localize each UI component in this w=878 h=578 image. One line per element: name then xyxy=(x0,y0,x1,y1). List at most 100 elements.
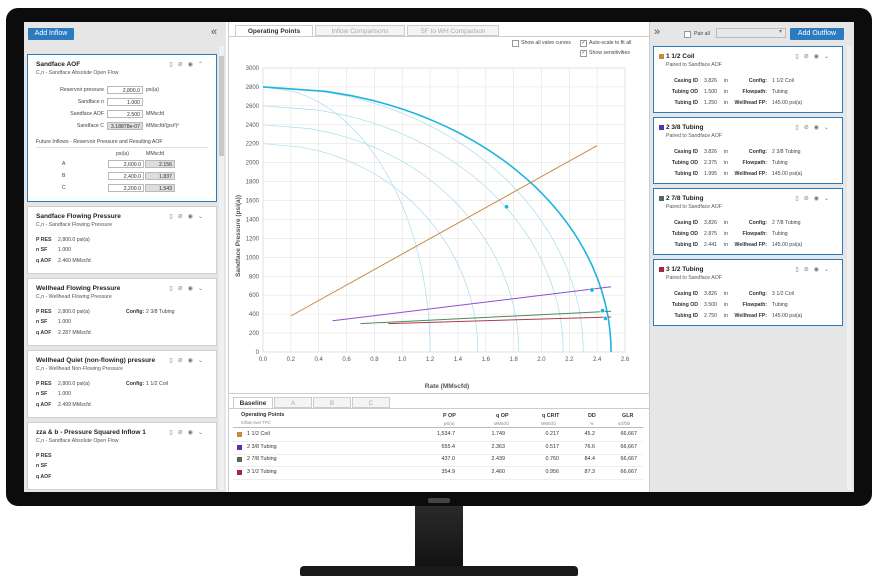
copy-icon[interactable]: ▯ xyxy=(795,125,804,131)
add-inflow-button[interactable]: Add Inflow xyxy=(28,28,74,40)
copy-icon[interactable]: ▯ xyxy=(795,267,804,273)
wellhead-fp-value: 145.00 psi(a) xyxy=(772,171,803,177)
pair-all-dropdown[interactable]: ▾ xyxy=(716,28,786,38)
copy-icon[interactable]: ▯ xyxy=(169,214,178,220)
copy-icon[interactable]: ▯ xyxy=(795,54,804,60)
expand-down-icon[interactable]: ⌄ xyxy=(197,286,208,292)
eye-icon[interactable]: ◉ xyxy=(187,430,198,436)
link-icon[interactable]: ⊘ xyxy=(177,430,188,436)
eye-icon[interactable]: ◉ xyxy=(187,286,198,292)
link-icon[interactable]: ⊘ xyxy=(177,62,188,68)
link-icon[interactable]: ⊘ xyxy=(803,54,814,60)
outflow-card[interactable]: 1 1/2 Coil Paired to Sandface AOF ▯⊘◉⌄ Casi… xyxy=(653,46,843,113)
eye-icon[interactable]: ◉ xyxy=(813,125,824,131)
operating-points-chart[interactable]: 0.0 0.2 0.4 0.6 0.8 1.0 1.2 1.4 1.6 1.8 2.0 2.2 2.4 2… xyxy=(229,56,649,392)
y-tick-label: 1200 xyxy=(246,236,260,242)
table-row[interactable]: 3 1/2 Tubing 354.9 2.460 0.956 87.3 66,667 xyxy=(233,467,643,480)
future-row-c-pressure[interactable]: 2,200.0 xyxy=(108,184,144,192)
table-row[interactable]: 2 3/8 Tubing 655.4 2.363 0.517 76.6 66,667 xyxy=(233,442,643,455)
expand-down-icon[interactable]: ⌄ xyxy=(823,267,834,273)
inflow-card-sandface-flowing[interactable]: Sandface Flowing Pressure C,n - Sandface… xyxy=(27,206,217,274)
table-row[interactable]: 1 1/2 Coil 1,534.7 1.749 0.217 45.2 66,667 xyxy=(233,429,643,442)
link-icon[interactable]: ⊘ xyxy=(803,267,814,273)
expand-down-icon[interactable]: ⌄ xyxy=(197,430,208,436)
expand-down-icon[interactable]: ⌄ xyxy=(823,125,834,131)
outflow-scrollbar[interactable] xyxy=(847,46,852,490)
col-sub-operating-points: Inflow over TPC xyxy=(241,420,271,425)
sandface-aof-unit: MMscfd xyxy=(146,111,165,117)
show-all-valve-curves-label: Show all valve curves xyxy=(521,40,571,46)
sandface-aof-input[interactable]: 2.500 xyxy=(107,110,143,118)
collapse-up-icon[interactable]: ⌃ xyxy=(197,62,208,68)
eye-icon[interactable]: ◉ xyxy=(813,54,824,60)
collapse-panel-icon[interactable]: « xyxy=(211,26,218,38)
series-swatch xyxy=(237,469,242,475)
link-icon[interactable]: ⊘ xyxy=(803,196,814,202)
flowpath-label: Flowpath: xyxy=(742,231,768,237)
tpr-curve xyxy=(360,310,612,325)
show-all-valve-curves-checkbox[interactable] xyxy=(512,40,519,47)
eye-icon[interactable]: ◉ xyxy=(813,196,824,202)
auto-scale-label: Auto-scale to fit all xyxy=(589,40,632,46)
tab-inflow-comparisons[interactable]: Inflow Comparisons xyxy=(315,25,405,36)
outflow-card[interactable]: 3 1/2 Tubing Paired to Sandface AOF ▯⊘◉⌄ Ca… xyxy=(653,259,843,326)
tab-sf-to-wh-comparison[interactable]: SF to WH Comparison xyxy=(407,25,499,36)
inflow-scrollbar[interactable] xyxy=(219,46,224,490)
qaof-value: 2.287 MMscfd xyxy=(58,330,91,336)
casing-id-unit: in xyxy=(724,291,729,297)
link-icon[interactable]: ⊘ xyxy=(803,125,814,131)
eye-icon[interactable]: ◉ xyxy=(187,62,198,68)
copy-icon[interactable]: ▯ xyxy=(169,358,178,364)
inflow-card-wellhead-flowing[interactable]: Wellhead Flowing Pressure C,n - Wellhead… xyxy=(27,278,217,346)
eye-icon[interactable]: ◉ xyxy=(187,358,198,364)
tubing-od-unit: in xyxy=(724,160,729,166)
future-row-a-pressure[interactable]: 2,600.0 xyxy=(108,160,144,168)
tubing-od-unit: in xyxy=(724,231,729,237)
table-row[interactable]: 2 7/8 Tubing 437.0 2.439 0.760 84.4 66,667 xyxy=(233,454,643,467)
tubing-id-value: 1.995 xyxy=(704,171,717,177)
copy-icon[interactable]: ▯ xyxy=(169,62,178,68)
copy-icon[interactable]: ▯ xyxy=(169,286,178,292)
inflow-card-wellhead-quiet[interactable]: Wellhead Quiet (non-flowing) pressure C,… xyxy=(27,350,217,418)
nsf-label: n SF xyxy=(36,247,48,253)
eye-icon[interactable]: ◉ xyxy=(187,214,198,220)
tab-scenario-b[interactable]: B xyxy=(313,397,351,408)
link-icon[interactable]: ⊘ xyxy=(177,286,188,292)
inflow-scrollbar-thumb[interactable] xyxy=(219,56,224,156)
auto-scale-checkbox[interactable]: ✓ xyxy=(580,40,587,47)
sandface-n-input[interactable]: 1.000 xyxy=(107,98,143,106)
eye-icon[interactable]: ◉ xyxy=(813,267,824,273)
expand-down-icon[interactable]: ⌄ xyxy=(197,214,208,220)
tab-scenario-c[interactable]: C xyxy=(352,397,390,408)
expand-panel-icon[interactable]: » xyxy=(654,26,661,38)
flowpath-label: Flowpath: xyxy=(742,89,768,95)
tab-operating-points[interactable]: Operating Points xyxy=(235,25,313,36)
copy-icon[interactable]: ▯ xyxy=(169,430,178,436)
link-icon[interactable]: ⊘ xyxy=(177,214,188,220)
future-row-b-pressure[interactable]: 2,400.0 xyxy=(108,172,144,180)
tab-scenario-a[interactable]: A xyxy=(274,397,312,408)
outflow-card[interactable]: 2 3/8 Tubing Paired to Sandface AOF ▯⊘◉⌄ Ca… xyxy=(653,117,843,184)
copy-icon[interactable]: ▯ xyxy=(795,196,804,202)
reservoir-pressure-input[interactable]: 2,800.0 xyxy=(107,86,143,94)
future-inflows-divider xyxy=(36,147,208,148)
expand-down-icon[interactable]: ⌄ xyxy=(197,358,208,364)
link-icon[interactable]: ⊘ xyxy=(177,358,188,364)
cell-pop: 1,534.7 xyxy=(437,431,455,437)
y-tick-label: 600 xyxy=(249,293,260,299)
flowpath-value: Tubing xyxy=(772,231,788,237)
casing-id-value: 3.826 xyxy=(704,149,717,155)
cell-qop: 2.460 xyxy=(491,468,506,475)
show-sensitivities-checkbox[interactable]: ✓ xyxy=(580,50,587,57)
tubing-id-value: 2.750 xyxy=(704,313,717,319)
card-actions: ▯⊘◉⌄ xyxy=(795,53,834,60)
pair-all-checkbox[interactable] xyxy=(684,31,691,38)
y-tick-label: 0 xyxy=(256,350,260,356)
expand-down-icon[interactable]: ⌄ xyxy=(823,54,834,60)
tab-baseline-scenario[interactable]: Baseline xyxy=(233,397,273,408)
inflow-card-pressure-squared[interactable]: zza & b - Pressure Squared Inflow 1 C,n … xyxy=(27,422,217,490)
expand-down-icon[interactable]: ⌄ xyxy=(823,196,834,202)
inflow-card-sandface-aof[interactable]: Sandface AOF C,n - Sandface Absolute Ope… xyxy=(27,54,217,202)
add-outflow-button[interactable]: Add Outflow xyxy=(790,28,844,40)
outflow-card[interactable]: 2 7/8 Tubing Paired to Sandface AOF ▯⊘◉⌄ Ca… xyxy=(653,188,843,255)
